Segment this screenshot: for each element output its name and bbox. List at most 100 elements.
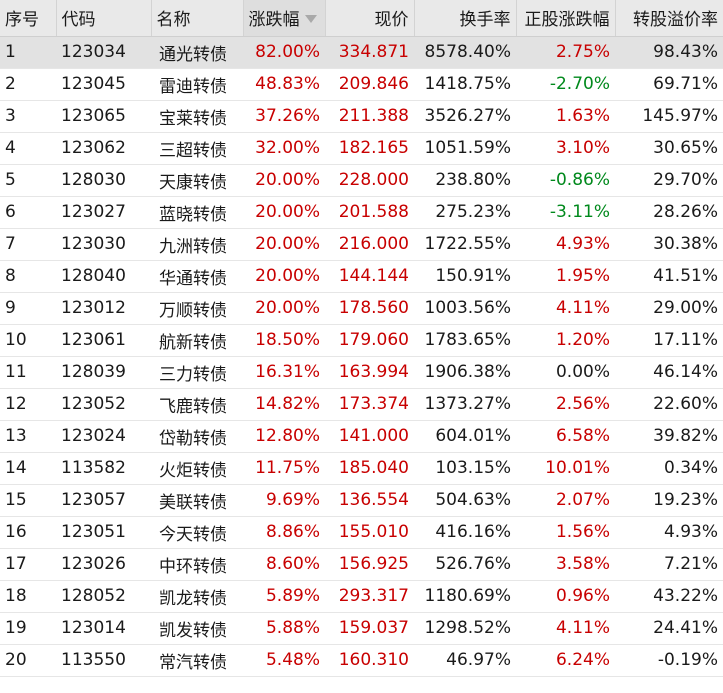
column-header-price[interactable]: 现价 [325, 0, 415, 37]
cell-name: 九洲转债 [151, 228, 243, 261]
cell-price: 179.060 [325, 324, 414, 357]
cell-code: 113582 [56, 452, 151, 485]
cell-premium: 19.23% [615, 484, 723, 517]
table-row[interactable]: 7 123030 九洲转债 20.00% 216.000 1722.55% 4.93% 30.… [0, 228, 723, 261]
cell-stock-change: 4.93% [516, 228, 615, 261]
cell-code: 123065 [56, 100, 151, 133]
cell-name: 宝莱转债 [151, 100, 243, 133]
cell-rank: 14 [0, 452, 56, 485]
column-header-stock-change[interactable]: 正股涨跌幅 [516, 0, 616, 37]
cell-change: 8.60% [243, 548, 325, 581]
cell-price: 182.165 [325, 132, 414, 165]
cell-premium: 4.93% [615, 516, 723, 549]
cell-code: 123057 [56, 484, 151, 517]
cell-turnover: 1418.75% [414, 68, 516, 101]
table-row[interactable]: 14 113582 火炬转债 11.75% 185.040 103.15% 10.01% 0.… [0, 452, 723, 485]
table-row[interactable]: 20 113550 常汽转债 5.48% 160.310 46.97% 6.24% -0.19… [0, 644, 723, 677]
cell-rank: 12 [0, 388, 56, 421]
cell-change: 20.00% [243, 292, 325, 325]
table-row[interactable]: 18 128052 凯龙转债 5.89% 293.317 1180.69% 0.96% 43.… [0, 580, 723, 613]
cell-premium: 145.97% [615, 100, 723, 133]
cell-price: 211.388 [325, 100, 414, 133]
cell-price: 163.994 [325, 356, 414, 389]
cell-code: 123051 [56, 516, 151, 549]
cell-stock-change: 0.96% [516, 580, 615, 613]
cell-price: 159.037 [325, 612, 414, 645]
cell-name: 中环转债 [151, 548, 243, 581]
table-row[interactable]: 10 123061 航新转债 18.50% 179.060 1783.65% 1.20% 17… [0, 324, 723, 357]
cell-turnover: 416.16% [414, 516, 516, 549]
cell-stock-change: -2.70% [516, 68, 615, 101]
cell-premium: 69.71% [615, 68, 723, 101]
cell-rank: 19 [0, 612, 56, 645]
column-header-premium[interactable]: 转股溢价率 [615, 0, 723, 37]
cell-stock-change: 0.00% [516, 356, 615, 389]
table-row[interactable]: 4 123062 三超转债 32.00% 182.165 1051.59% 3.10% 30.… [0, 132, 723, 165]
table-row[interactable]: 16 123051 今天转债 8.86% 155.010 416.16% 1.56% 4.93… [0, 516, 723, 549]
cell-rank: 16 [0, 516, 56, 549]
cell-price: 178.560 [325, 292, 414, 325]
table-row[interactable]: 5 128030 天康转债 20.00% 228.000 238.80% -0.86% 29.… [0, 164, 723, 197]
cell-change: 5.89% [243, 580, 325, 613]
cell-change: 20.00% [243, 228, 325, 261]
cell-price: 141.000 [325, 420, 414, 453]
cell-code: 123034 [56, 36, 151, 69]
cell-rank: 3 [0, 100, 56, 133]
cell-code: 128030 [56, 164, 151, 197]
cell-turnover: 46.97% [414, 644, 516, 677]
cell-stock-change: 2.07% [516, 484, 615, 517]
cell-turnover: 103.15% [414, 452, 516, 485]
column-header-turnover[interactable]: 换手率 [414, 0, 517, 37]
table-row[interactable]: 11 128039 三力转债 16.31% 163.994 1906.38% 0.00% 46… [0, 356, 723, 389]
cell-price: 173.374 [325, 388, 414, 421]
column-header-change[interactable]: 涨跌幅 [243, 0, 326, 37]
cell-premium: 41.51% [615, 260, 723, 293]
table-row[interactable]: 13 123024 岱勒转债 12.80% 141.000 604.01% 6.58% 39.… [0, 420, 723, 453]
cell-change: 5.48% [243, 644, 325, 677]
cell-change: 16.31% [243, 356, 325, 389]
cell-turnover: 1003.56% [414, 292, 516, 325]
cell-premium: 29.70% [615, 164, 723, 197]
cell-premium: 43.22% [615, 580, 723, 613]
cell-name: 通光转债 [151, 36, 243, 69]
cell-turnover: 604.01% [414, 420, 516, 453]
table-row[interactable]: 8 128040 华通转债 20.00% 144.144 150.91% 1.95% 41.5… [0, 260, 723, 293]
cell-name: 常汽转债 [151, 644, 243, 677]
cell-rank: 9 [0, 292, 56, 325]
cell-price: 209.846 [325, 68, 414, 101]
table-row[interactable]: 6 123027 蓝晓转债 20.00% 201.588 275.23% -3.11% 28.… [0, 196, 723, 229]
cell-premium: 39.82% [615, 420, 723, 453]
table-row[interactable]: 1 123034 通光转债 82.00% 334.871 8578.40% 2.75% 98.… [0, 36, 723, 69]
cell-name: 凯发转债 [151, 612, 243, 645]
cell-turnover: 504.63% [414, 484, 516, 517]
table-row[interactable]: 15 123057 美联转债 9.69% 136.554 504.63% 2.07% 19.2… [0, 484, 723, 517]
column-header-name[interactable]: 名称 [151, 0, 244, 37]
column-header-code[interactable]: 代码 [56, 0, 152, 37]
cell-rank: 5 [0, 164, 56, 197]
cell-change: 5.88% [243, 612, 325, 645]
table-row[interactable]: 3 123065 宝莱转债 37.26% 211.388 3526.27% 1.63% 145… [0, 100, 723, 133]
cell-turnover: 1051.59% [414, 132, 516, 165]
cell-name: 华通转债 [151, 260, 243, 293]
cell-rank: 4 [0, 132, 56, 165]
cell-stock-change: 4.11% [516, 292, 615, 325]
cell-price: 216.000 [325, 228, 414, 261]
cell-price: 185.040 [325, 452, 414, 485]
cell-premium: 46.14% [615, 356, 723, 389]
cell-code: 123052 [56, 388, 151, 421]
cell-turnover: 238.80% [414, 164, 516, 197]
cell-rank: 15 [0, 484, 56, 517]
column-header-rank[interactable]: 序号 [0, 0, 57, 37]
cell-change: 8.86% [243, 516, 325, 549]
table-row[interactable]: 9 123012 万顺转债 20.00% 178.560 1003.56% 4.11% 29.… [0, 292, 723, 325]
cell-rank: 8 [0, 260, 56, 293]
cell-name: 岱勒转债 [151, 420, 243, 453]
cell-premium: 22.60% [615, 388, 723, 421]
table-row[interactable]: 17 123026 中环转债 8.60% 156.925 526.76% 3.58% 7.21… [0, 548, 723, 581]
cell-name: 万顺转债 [151, 292, 243, 325]
table-row[interactable]: 12 123052 飞鹿转债 14.82% 173.374 1373.27% 2.56% 22… [0, 388, 723, 421]
table-row[interactable]: 19 123014 凯发转债 5.88% 159.037 1298.52% 4.11% 24.… [0, 612, 723, 645]
table-row[interactable]: 2 123045 雷迪转债 48.83% 209.846 1418.75% -2.70% 69… [0, 68, 723, 101]
cell-name: 今天转债 [151, 516, 243, 549]
cell-code: 123026 [56, 548, 151, 581]
